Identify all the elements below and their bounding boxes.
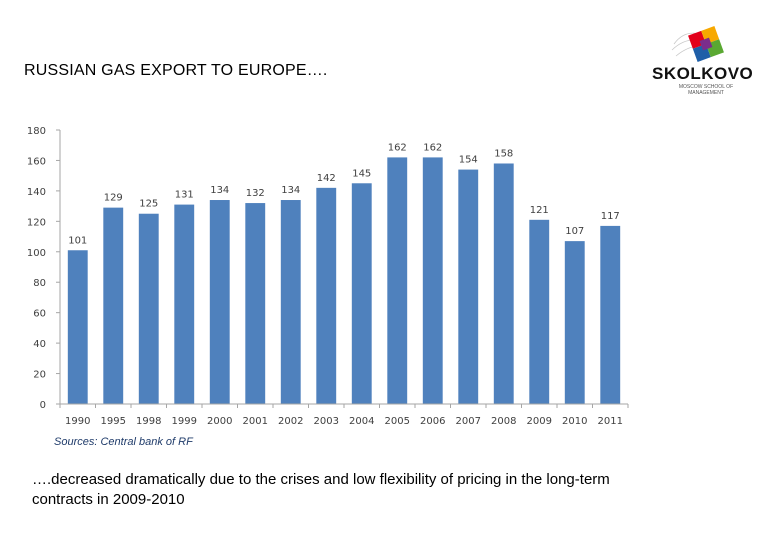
x-axis: 1990 1995 1998 1999 2000 2001 2002 2003 2004 2005… (59, 403, 629, 427)
x-tick-label: 2000 (207, 416, 232, 427)
y-tick-label: 0 (40, 400, 46, 411)
data-label: 125 (139, 199, 158, 210)
x-tick-label: 2005 (385, 416, 410, 427)
y-tick-label: 140 (27, 187, 46, 198)
bar-2001 (245, 203, 266, 404)
bar-2009 (529, 219, 550, 404)
data-label: 134 (281, 185, 300, 196)
x-tick-label: 2006 (420, 416, 445, 427)
bar-2008 (493, 163, 514, 404)
bar-2004 (351, 183, 372, 404)
x-tick-label: 2007 (456, 416, 481, 427)
y-tick-label: 40 (33, 339, 46, 350)
data-label: 132 (246, 188, 265, 199)
data-label: 142 (317, 173, 336, 184)
data-label: 107 (565, 226, 584, 237)
x-tick-label: 1990 (65, 416, 90, 427)
data-label: 134 (210, 185, 229, 196)
data-label: 121 (530, 205, 549, 216)
x-tick-label: 2001 (243, 416, 268, 427)
bar-1999 (174, 204, 195, 404)
x-tick-label: 2003 (314, 416, 339, 427)
y-tick-label: 180 (27, 126, 46, 137)
bar-2006 (422, 157, 443, 404)
bar-2005 (387, 157, 408, 404)
y-tick-label: 80 (33, 278, 46, 289)
x-tick-label: 2010 (562, 416, 587, 427)
bar-2002 (280, 200, 301, 404)
x-tick-label: 2002 (278, 416, 303, 427)
commentary-text: ….decreased dramatically due to the cris… (32, 471, 610, 508)
bar-2000 (209, 200, 230, 404)
bar-1998 (138, 213, 159, 404)
source-note: Sources: Central bank of RF (54, 436, 193, 448)
data-label: 145 (352, 168, 371, 179)
bar-2007 (458, 169, 479, 404)
data-label: 131 (175, 190, 194, 201)
data-label: 129 (104, 193, 123, 204)
data-label: 162 (423, 142, 442, 153)
bar-1990 (67, 250, 88, 404)
logo-emblem-icon (671, 26, 724, 62)
logo-wordmark: SKOLKOVO (652, 64, 754, 83)
page-title: RUSSIAN GAS EXPORT TO EUROPE…. (24, 62, 328, 79)
logo-tagline: MOSCOW SCHOOL OF MANAGEMENT (678, 84, 734, 96)
bars: 101 129 125 131 134 132 134 142 145 162 162 154 158 1… (67, 142, 621, 404)
bar-2011 (600, 225, 621, 404)
y-axis: 0 20 40 60 80 100 120 140 160 180 (27, 126, 61, 411)
x-tick-label: 2011 (598, 416, 623, 427)
y-tick-label: 160 (27, 156, 46, 167)
data-label: 154 (459, 155, 478, 166)
x-tick-label: 2004 (349, 416, 374, 427)
x-tick-label: 1999 (172, 416, 197, 427)
data-label: 158 (494, 148, 513, 159)
x-tick-label: 1995 (101, 416, 126, 427)
data-label: 117 (601, 211, 620, 222)
y-tick-label: 120 (27, 217, 46, 228)
data-label: 162 (388, 142, 407, 153)
bar-1995 (103, 207, 124, 404)
bar-2010 (564, 241, 585, 404)
x-tick-label: 2009 (527, 416, 552, 427)
skolkovo-logo: SKOLKOVO MOSCOW SCHOOL OF MANAGEMENT (652, 24, 762, 96)
y-tick-label: 60 (33, 309, 46, 320)
data-label: 101 (68, 235, 87, 246)
x-tick-label: 2008 (491, 416, 516, 427)
y-tick-label: 20 (33, 370, 46, 381)
x-tick-label: 1998 (136, 416, 161, 427)
bar-2003 (316, 187, 337, 404)
y-tick-label: 100 (27, 248, 46, 259)
